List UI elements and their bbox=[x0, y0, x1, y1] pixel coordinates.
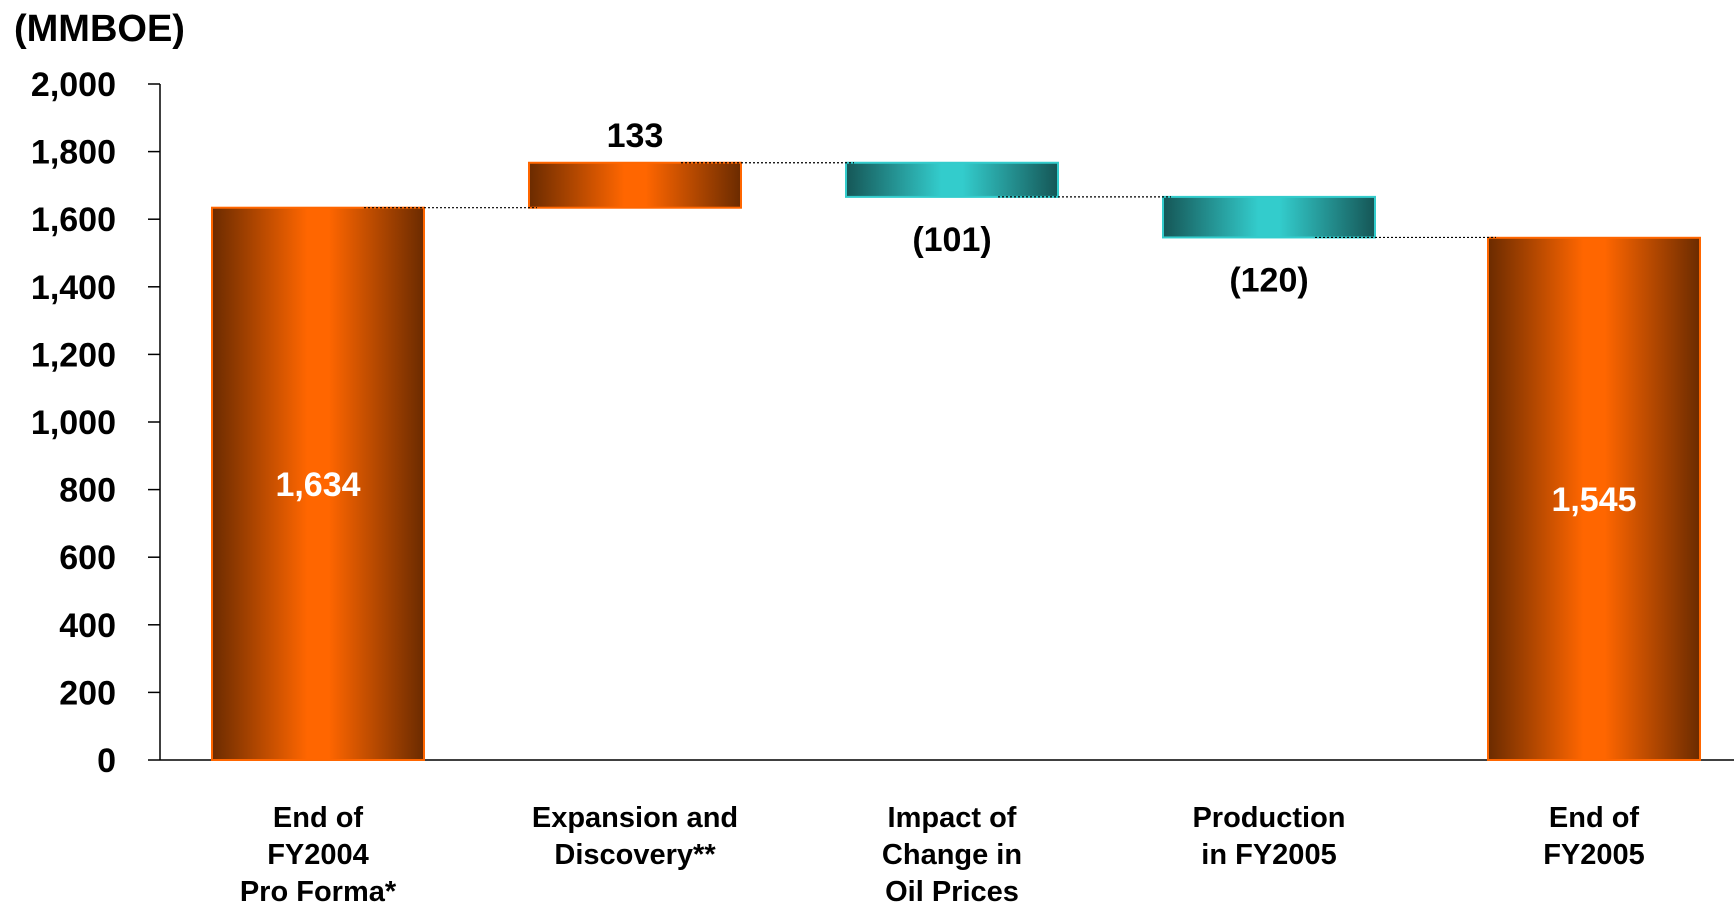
x-category-label-line: Production bbox=[1192, 802, 1346, 834]
x-category-label-line: End of bbox=[1548, 802, 1640, 834]
y-tick-label: 0 bbox=[97, 742, 116, 780]
bar-5 bbox=[1487, 236, 1701, 762]
x-category-label-line: Expansion and bbox=[531, 802, 739, 834]
bar-2 bbox=[528, 161, 742, 209]
y-tick-label: 1,200 bbox=[31, 336, 116, 374]
y-tick-label: 400 bbox=[59, 607, 116, 645]
bar-4 bbox=[1162, 195, 1376, 239]
x-category-label-line: End of bbox=[272, 802, 364, 834]
y-tick-label: 1,000 bbox=[31, 404, 116, 442]
y-tick-label: 200 bbox=[59, 674, 116, 712]
x-category-label-line: Discovery** bbox=[554, 839, 716, 871]
y-tick-label: 1,400 bbox=[31, 269, 116, 307]
y-tick-label: 1,600 bbox=[31, 201, 116, 239]
x-category-label: Expansion and Discovery** bbox=[505, 800, 765, 874]
bar-value-label: (101) bbox=[912, 221, 991, 259]
x-category-label-line: Impact of bbox=[887, 802, 1017, 834]
y-tick-label: 1,800 bbox=[31, 134, 116, 172]
y-tick-label: 600 bbox=[59, 539, 116, 577]
x-category-label: Impact of Change in Oil Prices bbox=[822, 800, 1082, 911]
x-category-label-line: FY2004 bbox=[267, 839, 369, 871]
x-category-label: Production in FY2005 bbox=[1139, 800, 1399, 874]
bar-3 bbox=[845, 161, 1059, 198]
bar-value-label: 1,634 bbox=[275, 466, 360, 504]
x-category-label-line: Change in bbox=[881, 839, 1023, 871]
bar-value-label: 133 bbox=[607, 117, 664, 155]
y-tick-label: 2,000 bbox=[31, 66, 116, 104]
x-category-label: End of FY2004 Pro Forma* bbox=[188, 800, 448, 911]
bar-value-label: (120) bbox=[1229, 261, 1308, 299]
x-category-label-line: FY2005 bbox=[1543, 839, 1645, 871]
unit-label: (MMBOE) bbox=[14, 8, 185, 50]
x-category-label-line: Oil Prices bbox=[885, 876, 1019, 908]
bar-value-label: 1,545 bbox=[1551, 481, 1636, 519]
y-tick-label: 800 bbox=[59, 472, 116, 510]
x-category-label-line: Pro Forma* bbox=[239, 876, 397, 908]
x-category-label: End of FY2005 bbox=[1464, 800, 1724, 874]
bar-1 bbox=[211, 206, 425, 761]
x-category-label-line: in FY2005 bbox=[1201, 839, 1337, 871]
